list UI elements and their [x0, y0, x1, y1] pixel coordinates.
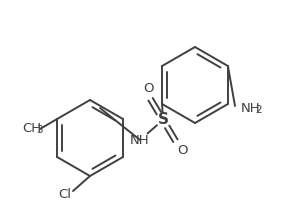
- Text: 2: 2: [255, 105, 262, 115]
- Text: 3: 3: [36, 125, 43, 135]
- Text: NH: NH: [241, 101, 261, 115]
- Text: CH: CH: [22, 122, 41, 134]
- Text: Cl: Cl: [59, 187, 72, 201]
- Text: O: O: [178, 143, 188, 157]
- Text: S: S: [158, 113, 168, 127]
- Text: NH: NH: [130, 134, 150, 147]
- Text: O: O: [143, 81, 153, 95]
